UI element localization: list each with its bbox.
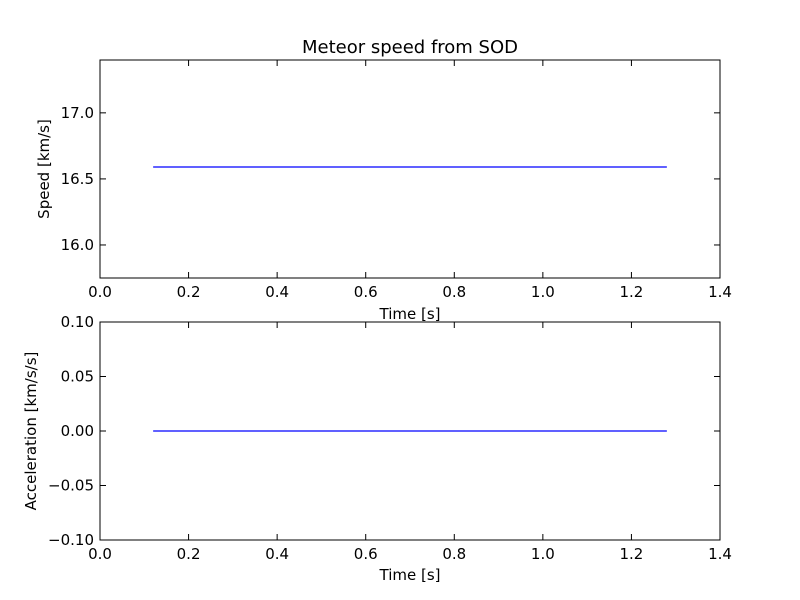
acceleration-x-tick-label: 1.0	[531, 545, 555, 563]
speed-x-tick-label: 0.6	[354, 283, 378, 301]
speed-x-tick-label: 1.0	[531, 283, 555, 301]
speed-x-axis-label: Time [s]	[379, 305, 441, 323]
speed-plot: Meteor speed from SOD 0.0 0.2 0.4 0.6 0.8 1.0…	[35, 37, 732, 323]
speed-x-tick-label: 0.0	[88, 283, 112, 301]
acceleration-x-tick-label: 0.2	[177, 545, 201, 563]
acceleration-y-axis-label: Acceleration [km/s/s]	[22, 352, 40, 511]
chart-title: Meteor speed from SOD	[302, 37, 518, 58]
acceleration-y-tick-label: 0.00	[61, 422, 94, 440]
speed-x-tick-label: 1.4	[708, 283, 732, 301]
acceleration-axes-frame	[99, 321, 721, 541]
acceleration-y-tick-label: 0.10	[61, 313, 94, 331]
acceleration-y-tick-label: 0.05	[61, 368, 94, 386]
speed-x-tick-label: 0.8	[442, 283, 466, 301]
acceleration-plot: 0.0 0.2 0.4 0.6 0.8 1.0 1.2 1.4 −0.10 −0.05 0.00 0.…	[22, 313, 732, 584]
speed-y-tick-label: 17.0	[61, 104, 94, 122]
acceleration-x-tick-label: 0.0	[88, 545, 112, 563]
acceleration-y-tick-label: −0.10	[48, 531, 94, 549]
speed-x-tick-label: 1.2	[619, 283, 643, 301]
speed-y-tick-label: 16.0	[61, 236, 94, 254]
speed-x-tick-label: 0.2	[177, 283, 201, 301]
acceleration-x-tick-label: 0.4	[265, 545, 289, 563]
acceleration-x-axis-label: Time [s]	[379, 566, 441, 584]
speed-axes-frame	[99, 59, 721, 279]
acceleration-x-tick-label: 0.8	[442, 545, 466, 563]
acceleration-x-tick-label: 1.2	[619, 545, 643, 563]
acceleration-ticks: 0.0 0.2 0.4 0.6 0.8 1.0 1.2 1.4 −0.10 −0.05 0.00 0.…	[48, 313, 732, 563]
speed-x-tick-label: 0.4	[265, 283, 289, 301]
speed-ticks: 0.0 0.2 0.4 0.6 0.8 1.0 1.2 1.4 16.0 16.5 17.0	[61, 60, 732, 301]
acceleration-y-tick-label: −0.05	[48, 477, 94, 495]
acceleration-x-tick-label: 1.4	[708, 545, 732, 563]
speed-y-tick-label: 16.5	[61, 170, 94, 188]
acceleration-x-tick-label: 0.6	[354, 545, 378, 563]
speed-y-axis-label: Speed [km/s]	[35, 119, 53, 219]
